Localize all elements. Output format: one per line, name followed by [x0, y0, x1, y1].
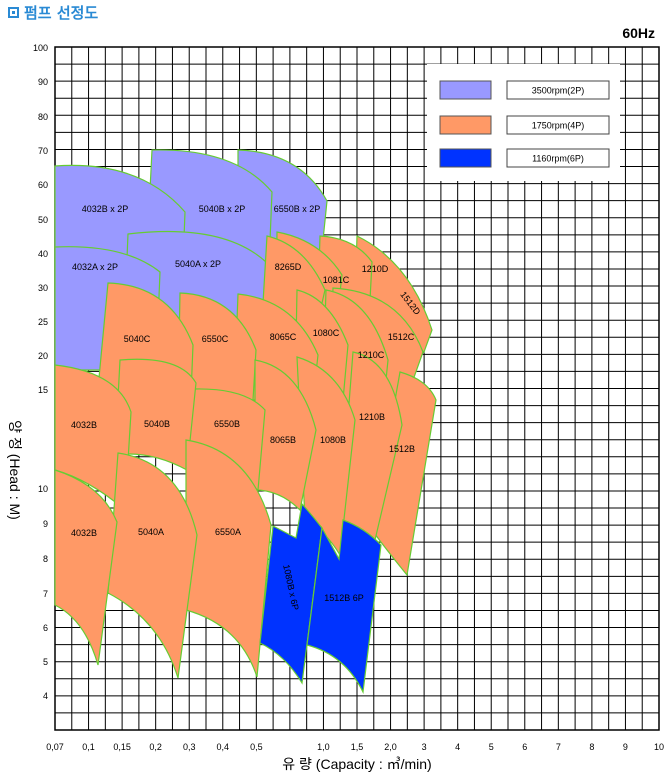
y-tick-label: 7: [43, 589, 48, 599]
square-bullet-icon: [8, 7, 19, 18]
y-tick-label: 90: [38, 77, 48, 87]
y-tick-label: 10: [38, 484, 48, 494]
legend-label-box: [506, 80, 610, 100]
pump-region-label: 5040C: [124, 334, 151, 344]
x-tick-label: 0,3: [183, 742, 196, 752]
pump-region-label: 1080B: [320, 435, 346, 445]
pump-region-label: 5040A x 2P: [175, 259, 221, 269]
legend-label-box: [506, 115, 610, 135]
regions: 6550B x 2P 5040B x 2P 4032B x 2P 5040A x 2P…: [54, 149, 437, 695]
page-title: 펌프 선정도: [8, 2, 98, 23]
pump-region-label: 5040A: [138, 527, 164, 537]
x-tick-label: 1,5: [351, 742, 364, 752]
y-tick-label: 60: [38, 180, 48, 190]
x-tick-label: 2,0: [384, 742, 397, 752]
x-tick-label: 9: [623, 742, 628, 752]
pump-region: [54, 469, 118, 666]
pump-region-label: 1210D: [362, 264, 389, 274]
x-tick-label: 0,2: [149, 742, 162, 752]
pump-region-label: 5040B x 2P: [199, 204, 246, 214]
legend-swatch: [439, 148, 492, 168]
frequency-label: 60Hz: [622, 25, 655, 41]
legend-label: 1750rpm(4P): [532, 121, 585, 131]
y-tick-label: 70: [38, 146, 48, 156]
pump-region: [371, 371, 437, 577]
legend-label: 1160rpm(6P): [532, 154, 584, 164]
y-tick-label: 100: [33, 43, 48, 53]
pump-region-label: 1210C: [358, 350, 385, 360]
x-tick-label: 7: [556, 742, 561, 752]
pump-region-label: 1512B 6P: [324, 593, 364, 603]
pump-region-label: 1210B: [359, 412, 385, 422]
pump-region-label: 4032A x 2P: [72, 262, 118, 272]
pump-region-label: 6550C: [202, 334, 229, 344]
pump-region: [185, 439, 272, 678]
pump-region-label: 1512B: [389, 444, 415, 454]
x-tick-label: 4: [455, 742, 460, 752]
y-tick-label: 9: [43, 519, 48, 529]
y-tick-label: 40: [38, 249, 48, 259]
pump-region-label: 8265D: [275, 262, 302, 272]
pump-region-label: 4032B: [71, 420, 97, 430]
y-tick-label: 5: [43, 657, 48, 667]
x-tick-label: 0,5: [250, 742, 263, 752]
pump-region: [306, 519, 382, 695]
x-tick-label: 0,15: [113, 742, 131, 752]
pump-region-label: 1512C: [388, 332, 415, 342]
pump-region-label: 6550A: [215, 527, 241, 537]
pump-region-label: 8065B: [270, 435, 296, 445]
pump-region-label: 5040B: [144, 419, 170, 429]
pump-region-label: 8065C: [270, 332, 297, 342]
legend-label-box: [506, 148, 610, 168]
y-axis-label: 양 정 (Head : M): [7, 420, 23, 520]
y-tick-label: 4: [43, 691, 48, 701]
pump-region: [254, 359, 317, 512]
legend-swatch: [439, 80, 492, 100]
pump-region: [107, 452, 198, 679]
y-tick-label: 50: [38, 215, 48, 225]
x-tick-label: 10: [654, 742, 664, 752]
y-tick-label: 20: [38, 351, 48, 361]
legend-label: 3500rpm(2P): [532, 86, 585, 96]
pump-region-label: 6550B x 2P: [274, 204, 321, 214]
y-tick-label: 30: [38, 283, 48, 293]
x-tick-label: 8: [589, 742, 594, 752]
legend-swatch: [439, 115, 492, 135]
ticks: 100 90 80 70 60 50 40 30 25 20 15 10 9 8 7 6 5 4 0,07 0,1 0,…: [33, 43, 664, 752]
legend: 3500rpm(2P) 1750rpm(4P) 1160rpm(6P): [427, 64, 620, 181]
pump-region-label: 1081C: [323, 275, 350, 285]
y-tick-label: 25: [38, 317, 48, 327]
x-tick-label: 5: [489, 742, 494, 752]
x-axis-label: 유 량 (Capacity : ㎥/min): [282, 756, 431, 772]
x-tick-label: 6: [522, 742, 527, 752]
y-tick-label: 8: [43, 554, 48, 564]
pump-region: [114, 358, 197, 471]
y-tick-label: 15: [38, 385, 48, 395]
pump-region-label: 4032B x 2P: [82, 204, 129, 214]
x-tick-label: 0,4: [217, 742, 230, 752]
x-tick-label: 0,07: [46, 742, 64, 752]
pump-region-label: 1080C: [313, 328, 340, 338]
x-tick-label: 1,0: [317, 742, 330, 752]
title-text: 펌프 선정도: [24, 4, 99, 22]
pump-region-label: 6550B: [214, 419, 240, 429]
x-tick-label: 0,1: [82, 742, 95, 752]
y-tick-label: 80: [38, 112, 48, 122]
y-tick-label: 6: [43, 623, 48, 633]
pump-region-label: 4032B: [71, 528, 97, 538]
x-tick-label: 3: [422, 742, 427, 752]
